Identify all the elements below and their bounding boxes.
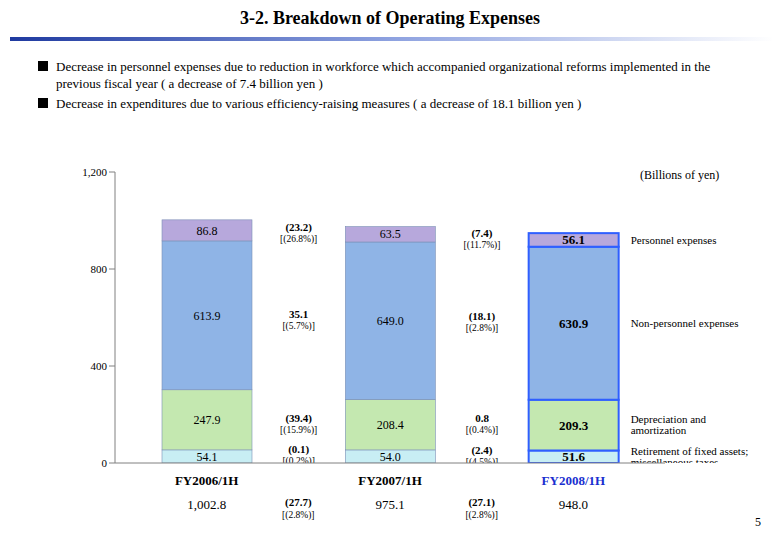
svg-text:(7.4): (7.4)	[471, 227, 492, 240]
svg-text:(2.4): (2.4)	[471, 444, 492, 457]
svg-text:35.1: 35.1	[289, 308, 308, 320]
svg-text:Personnel expenses: Personnel expenses	[631, 234, 717, 246]
html-text:Decrease in personnel expenses: Decrease in personnel expenses due to re…	[56, 59, 711, 91]
svg-text:54.0: 54.0	[380, 450, 401, 463]
svg-text:[(26.8%)]: [(26.8%)]	[280, 234, 317, 245]
svg-text:0.8: 0.8	[475, 412, 489, 424]
svg-text:209.3: 209.3	[559, 418, 589, 433]
svg-text:0: 0	[102, 457, 108, 469]
svg-text:[(11.7%)]: [(11.7%)]	[464, 240, 501, 251]
svg-text:[(4.5%)]: [(4.5%)]	[466, 457, 498, 463]
svg-text:Retirement of fixed assets;: Retirement of fixed assets;	[630, 445, 749, 458]
svg-text:[(15.9%)]: [(15.9%)]	[280, 425, 317, 436]
svg-text:[(5.7%)]: [(5.7%)]	[282, 321, 314, 332]
svg-text:Non-personnel expenses: Non-personnel expenses	[631, 317, 739, 329]
svg-text:56.1: 56.1	[562, 232, 585, 247]
svg-text:1,002.8: 1,002.8	[187, 497, 226, 512]
svg-text:86.8: 86.8	[197, 224, 218, 238]
svg-text:(39.4): (39.4)	[285, 412, 312, 425]
html-text:(Billions of yen): (Billions of yen)	[640, 168, 720, 182]
svg-text:[(2.8%)]: [(2.8%)]	[282, 510, 314, 521]
svg-text:1,200: 1,200	[82, 166, 107, 178]
svg-text:(0.1): (0.1)	[288, 443, 309, 456]
svg-text:975.1: 975.1	[375, 497, 404, 512]
svg-text:miscellaneous taxes: miscellaneous taxes	[631, 456, 719, 463]
svg-text:[(2.8%)]: [(2.8%)]	[465, 510, 497, 521]
svg-text:(18.1): (18.1)	[469, 310, 496, 323]
svg-text:54.1: 54.1	[197, 450, 218, 463]
svg-text:[(0.2%)]: [(0.2%)]	[282, 456, 314, 463]
svg-text:400: 400	[91, 360, 108, 372]
svg-text:FY2008/1H: FY2008/1H	[542, 473, 606, 488]
svg-text:(23.2): (23.2)	[285, 221, 312, 234]
html-text:Decrease in expenditures due t: Decrease in expenditures due to various …	[56, 96, 582, 111]
svg-text:63.5: 63.5	[380, 227, 401, 241]
svg-text:800: 800	[91, 263, 108, 275]
svg-text:FY2006/1H: FY2006/1H	[175, 473, 239, 488]
svg-text:FY2007/1H: FY2007/1H	[358, 473, 422, 488]
svg-text:613.9: 613.9	[194, 309, 221, 323]
svg-text:948.0: 948.0	[559, 497, 588, 512]
svg-text:649.0: 649.0	[377, 314, 404, 328]
html-text:5: 5	[755, 515, 761, 529]
svg-text:[(0.4%)]: [(0.4%)]	[466, 425, 498, 436]
html-text:3-2. Breakdown of Operating Ex: 3-2. Breakdown of Operating Expenses	[239, 8, 541, 28]
svg-text:(27.7): (27.7)	[285, 496, 312, 509]
svg-text:630.9: 630.9	[559, 316, 589, 331]
svg-text:Depreciation and: Depreciation and	[630, 413, 707, 426]
svg-text:208.4: 208.4	[377, 418, 404, 432]
svg-text:(27.1): (27.1)	[468, 496, 495, 509]
svg-text:247.9: 247.9	[194, 413, 221, 427]
svg-text:[(2.8%)]: [(2.8%)]	[466, 323, 498, 334]
svg-text:amortization: amortization	[631, 424, 687, 436]
